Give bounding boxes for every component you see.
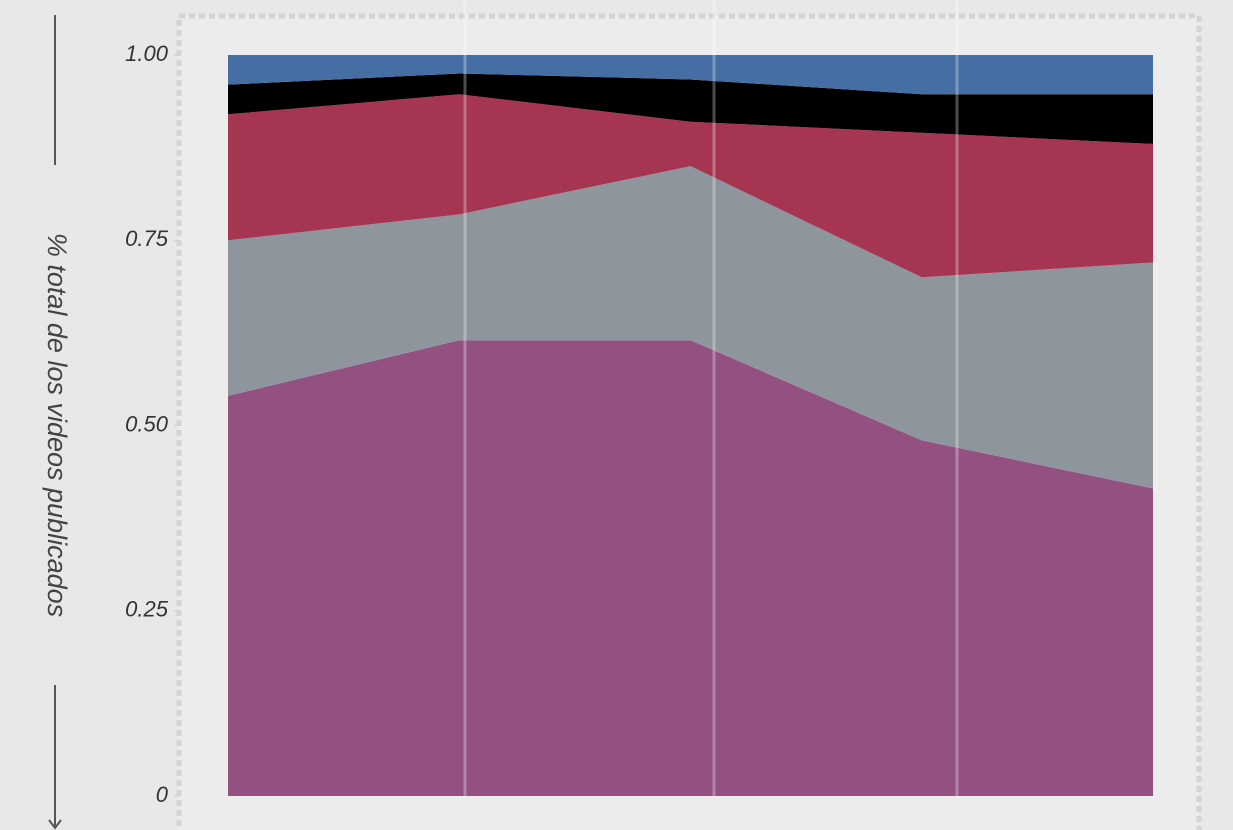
- area: [228, 340, 1153, 796]
- area: [228, 166, 1153, 489]
- axis-arrow: [48, 819, 62, 830]
- area: [228, 55, 1153, 95]
- y-axis-label: % total de los videos publicados: [42, 233, 72, 617]
- y-tick-label: 0.50: [125, 411, 169, 436]
- y-tick-label: 0.25: [125, 597, 169, 622]
- y-tick-label: 0: [156, 782, 169, 807]
- y-tick-label: 0.75: [125, 226, 169, 251]
- area: [228, 94, 1153, 278]
- y-tick-label: 1.00: [125, 41, 169, 66]
- plot: [228, 55, 1153, 796]
- area: [228, 73, 1153, 144]
